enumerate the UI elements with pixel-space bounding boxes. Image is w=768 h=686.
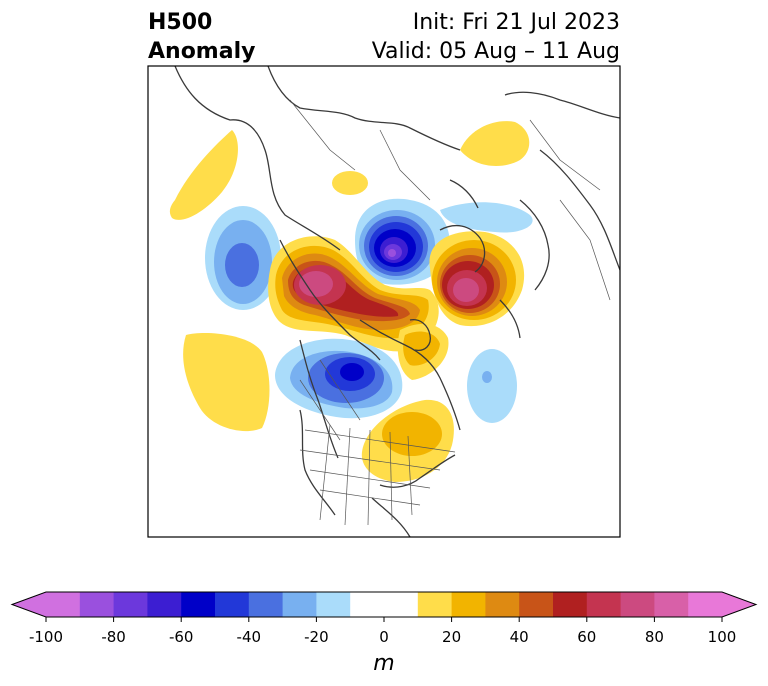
anomaly-alaska-positive — [268, 236, 439, 352]
colorbar-tick-label: -80 — [101, 628, 126, 646]
colorbar-tick-label: 40 — [510, 628, 529, 646]
title-field: Anomaly — [148, 39, 256, 64]
colorbar-cell — [79, 592, 115, 617]
title-variable: H500 — [148, 10, 213, 35]
init-time: Init: Fri 21 Jul 2023 — [412, 10, 620, 35]
colorbar-cell — [417, 592, 453, 617]
coastlines — [174, 66, 620, 537]
colorbar-label: m — [373, 651, 394, 676]
colorbar-cell — [586, 592, 622, 617]
anomaly-eastern-us-positive — [361, 399, 454, 482]
colorbar-cell — [282, 592, 317, 617]
colorbar-tick-label: -40 — [237, 628, 262, 646]
colorbar-extend-max — [722, 592, 756, 617]
map-frame — [147, 65, 621, 538]
anomaly-siberia-positive — [332, 171, 368, 195]
colorbar-cell — [113, 592, 148, 617]
colorbar-cell — [620, 592, 655, 617]
anomaly-scandinavia-negative — [440, 202, 533, 233]
political-borders — [289, 99, 611, 526]
anomaly-kara-positive — [460, 121, 530, 166]
colorbar-cell — [46, 592, 81, 617]
colorbar-cell — [451, 592, 486, 617]
colorbar-cell — [248, 592, 284, 617]
title-left: H500 Anomaly — [148, 8, 255, 66]
valid-time: Valid: 05 Aug – 11 Aug — [371, 39, 620, 64]
colorbar-tick-label: 0 — [379, 628, 389, 646]
colorbar-cell — [181, 592, 216, 617]
colorbar-cell — [350, 592, 419, 617]
colorbar-tick-label: -20 — [304, 628, 329, 646]
colorbar-cell — [485, 592, 520, 617]
colorbar-extend-min — [12, 592, 46, 617]
colorbar-tick-label: 20 — [442, 628, 461, 646]
anomaly-nw-pacific-positive — [169, 130, 238, 220]
colorbar-tick-label: -100 — [29, 628, 63, 646]
anomaly-atlantic-negative — [467, 349, 517, 423]
title-right: Init: Fri 21 Jul 2023 Valid: 05 Aug – 11… — [372, 8, 620, 66]
colorbar-cell — [519, 592, 554, 617]
colorbar-cell — [654, 592, 689, 617]
colorbar-cell — [215, 592, 250, 617]
colorbar-cell — [553, 592, 588, 617]
anomaly-gulf-of-alaska-negative — [205, 206, 281, 310]
colorbar-cell — [316, 592, 351, 617]
colorbar-cell — [147, 592, 182, 617]
anomaly-beaufort-negative — [355, 198, 450, 285]
colorbar-cell — [688, 592, 723, 617]
anomaly-barents-positive — [429, 231, 525, 327]
colorbar-tick-label: 100 — [708, 628, 737, 646]
colorbar-tick-label: -60 — [169, 628, 194, 646]
colorbar-tick-label: 80 — [645, 628, 664, 646]
anomaly-north-pacific-positive — [183, 333, 270, 432]
colorbar-tick-label: 60 — [577, 628, 596, 646]
